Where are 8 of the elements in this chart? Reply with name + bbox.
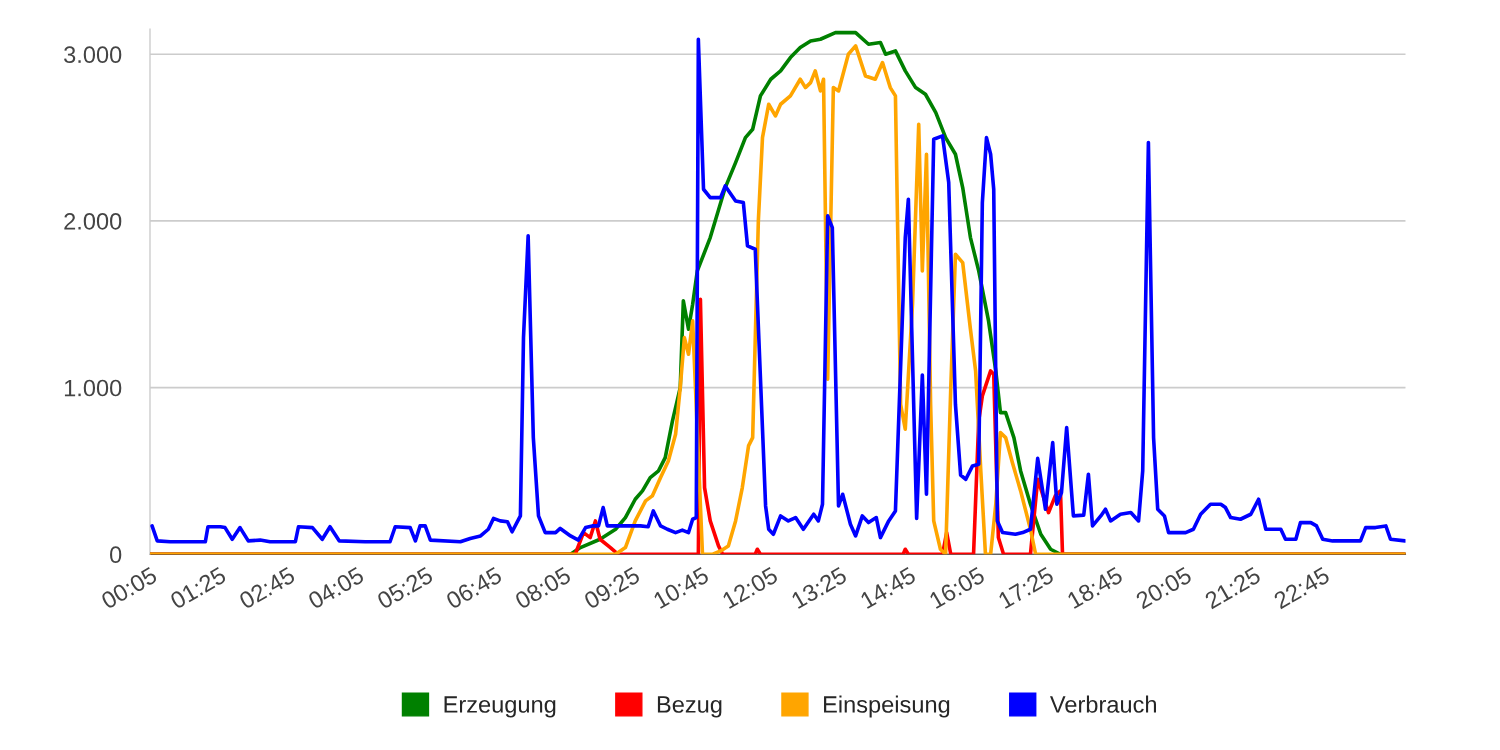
legend-label: Erzeugung	[444, 696, 556, 718]
y-tick-label: 2.000	[64, 212, 122, 230]
y-tick-label: 1.000	[64, 379, 122, 397]
y-tick-label: 3.000	[64, 46, 122, 64]
legend-label: Einspeisung	[824, 695, 950, 718]
y-tick-label: 0	[110, 546, 122, 564]
legend-label: Bezug	[657, 696, 722, 718]
legend-label: Verbrauch	[1049, 695, 1156, 713]
